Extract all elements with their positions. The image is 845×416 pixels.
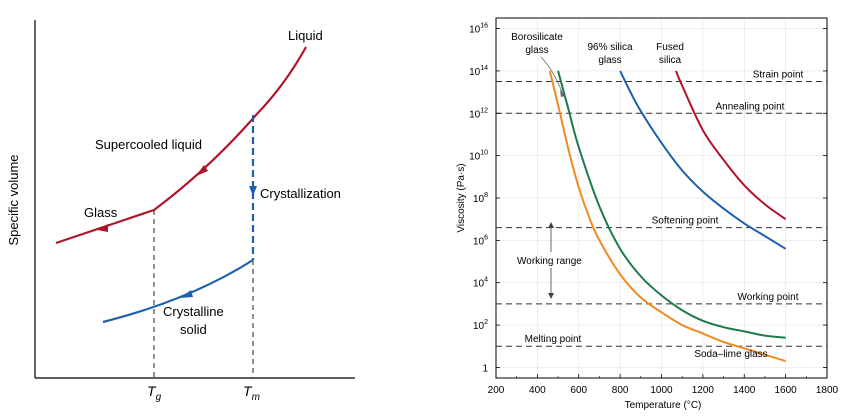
tm-tick-label: Tm (243, 383, 260, 403)
x-tick-label: 200 (488, 385, 505, 396)
liquid-label: Liquid (288, 28, 323, 43)
y-tick-label: 1016 (469, 23, 488, 36)
x-tick-label: 600 (570, 385, 587, 396)
left-y-axis-label: Specific volume (6, 154, 21, 245)
viscosity-ticks: 200 400 600 800 1000 1200 1400 1600 1800 1 102 104 1… (469, 23, 838, 396)
x-tick-label: 400 (529, 385, 546, 396)
supercooled-liquid-label: Supercooled liquid (95, 137, 202, 152)
tg-main: T (147, 383, 157, 399)
tm-sub: m (252, 392, 260, 403)
solid-label: solid (180, 322, 207, 337)
crystalline-label: Crystalline (163, 304, 224, 319)
x-tick-label: 1600 (775, 385, 798, 396)
x-tick-label: 1400 (733, 385, 756, 396)
fused-silica-curve (675, 70, 787, 220)
crystallization-label: Crystallization (260, 186, 341, 201)
borosilicate-label-line1: Borosilicate (511, 32, 563, 43)
y-tick-label: 1012 (469, 107, 488, 120)
viscosity-curves (548, 70, 787, 363)
tg-tick-label: Tg (147, 383, 162, 403)
crystallization-arrow (249, 186, 257, 196)
reference-label: Strain point (753, 70, 804, 81)
reference-label: Annealing point (716, 101, 785, 112)
supercooled-arrow (196, 165, 208, 176)
specific-volume-chart: Specific volume Liquid Supercooled liqui… (6, 20, 355, 403)
tg-sub: g (156, 392, 162, 403)
fused-silica-label-line2: silica (659, 55, 682, 66)
silica96-curve (619, 70, 787, 250)
reference-label: Melting point (525, 334, 582, 345)
y-tick-label: 106 (473, 234, 488, 247)
y-tick-label: 102 (473, 319, 488, 332)
working-range-upper-arrow (548, 222, 554, 228)
liquid-curve (255, 46, 307, 116)
y-tick-label: 1010 (469, 150, 488, 163)
y-tick-label: 1014 (469, 65, 488, 78)
viscosity-y-axis-label: Viscosity (Pa·s) (456, 163, 467, 232)
x-tick-label: 1800 (816, 385, 839, 396)
y-tick-label: 108 (473, 192, 488, 205)
borosilicate-pointer-head (560, 90, 566, 97)
y-tick-label: 1 (482, 363, 488, 374)
y-tick-label: 104 (473, 277, 488, 290)
x-tick-label: 1000 (650, 385, 673, 396)
glass-arrow (97, 224, 108, 232)
borosilicate-curve (557, 70, 786, 339)
reference-label: Working point (738, 292, 799, 303)
supercooled-liquid-curve (153, 114, 257, 211)
crystalline-arrow (180, 290, 193, 298)
x-tick-label: 1200 (692, 385, 715, 396)
tm-main: T (243, 383, 253, 399)
working-range-lower-arrow (548, 293, 554, 299)
soda-lime-label: Soda–lime glass (694, 349, 767, 360)
borosilicate-label-line2: glass (525, 45, 548, 56)
viscosity-chart: Strain point Annealing point Softening poi… (456, 17, 839, 411)
silica96-label-line1: 96% silica (587, 42, 632, 53)
reference-label: Softening point (652, 216, 719, 227)
soda-lime-curve (548, 70, 786, 363)
fused-silica-label-line1: Fused (656, 42, 684, 53)
working-range-label: Working range (517, 256, 582, 267)
x-tick-label: 800 (612, 385, 629, 396)
borosilicate-pointer (540, 56, 564, 96)
viscosity-x-axis-label: Temperature (°C) (625, 400, 702, 411)
glass-label: Glass (84, 205, 118, 220)
silica96-label-line2: glass (598, 55, 621, 66)
